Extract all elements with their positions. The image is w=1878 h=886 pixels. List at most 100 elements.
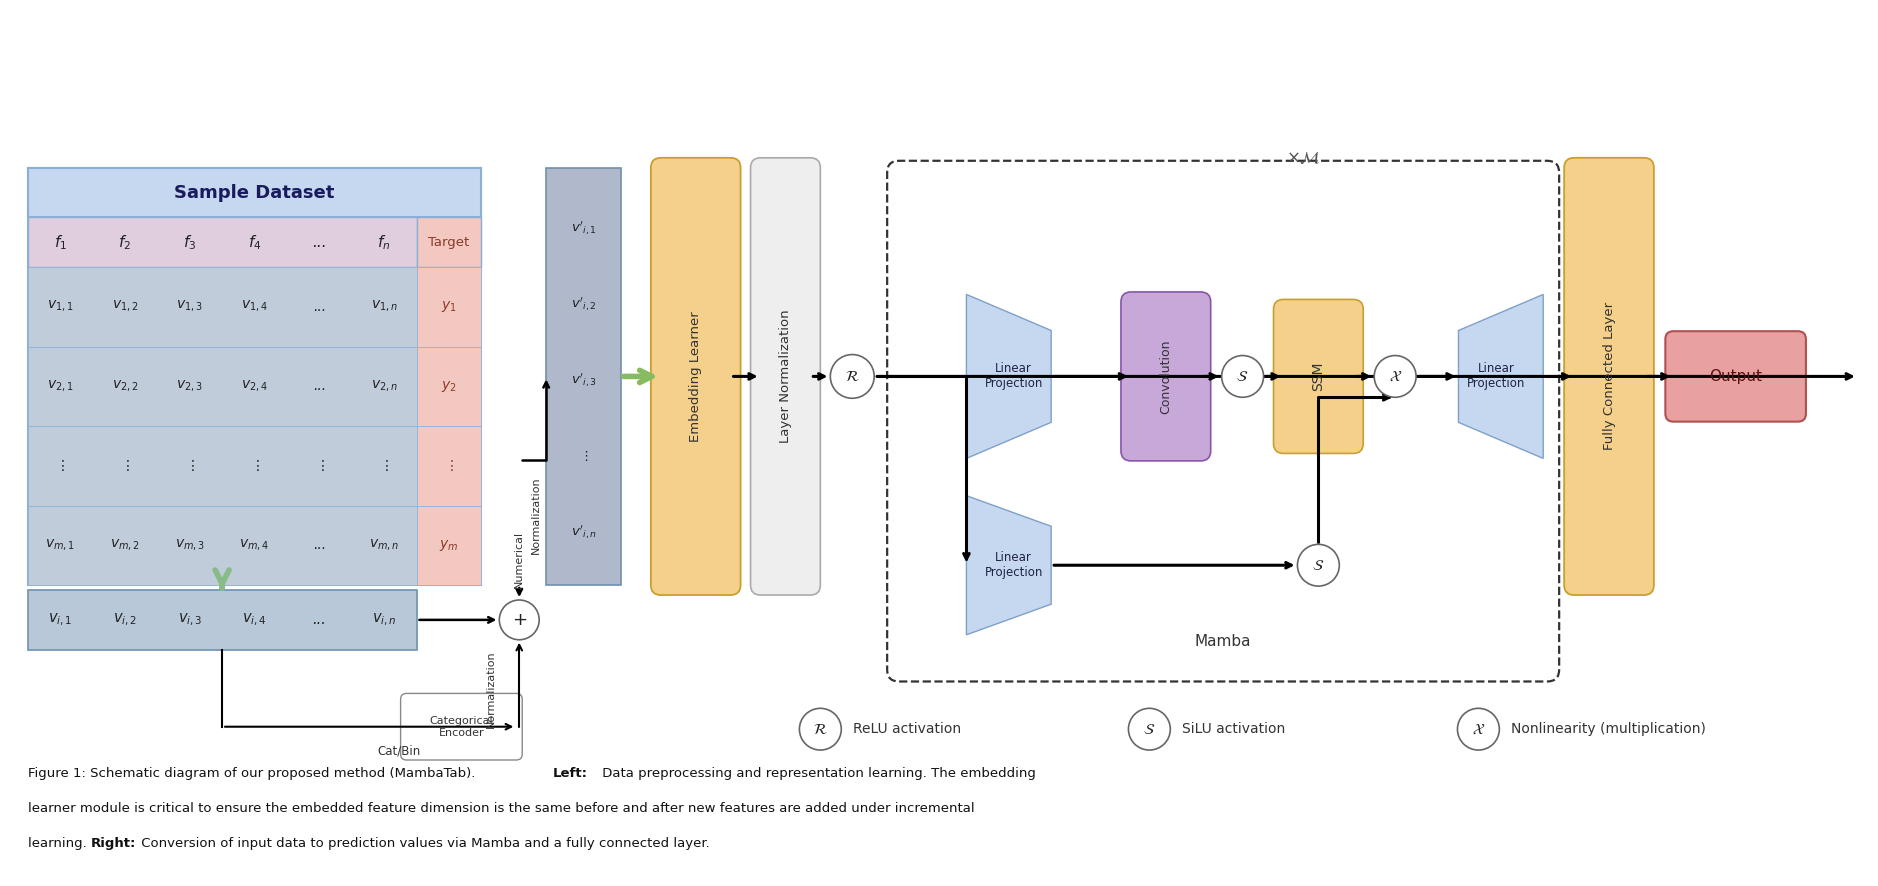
Bar <box>28 506 417 585</box>
Bar <box>28 267 417 346</box>
Text: Mamba: Mamba <box>1194 634 1251 649</box>
Text: $v_{i,n}$: $v_{i,n}$ <box>372 611 396 628</box>
Bar <box>546 167 622 585</box>
Text: $f_n$: $f_n$ <box>377 233 391 252</box>
Text: $f_3$: $f_3$ <box>182 233 197 252</box>
Text: $v_{2,n}$: $v_{2,n}$ <box>370 379 398 394</box>
Text: Sample Dataset: Sample Dataset <box>175 183 334 202</box>
Text: Left:: Left: <box>554 767 588 781</box>
Text: $\vdots$: $\vdots$ <box>184 458 195 473</box>
Text: Convolution: Convolution <box>1159 339 1172 414</box>
Text: Target: Target <box>428 236 470 249</box>
Bar <box>28 167 481 217</box>
Text: Right:: Right: <box>90 837 135 850</box>
Text: $v_{1,4}$: $v_{1,4}$ <box>240 299 269 315</box>
Text: $\mathcal{X}$: $\mathcal{X}$ <box>1388 369 1401 384</box>
Text: $v_{m,n}$: $v_{m,n}$ <box>370 538 400 553</box>
Text: Layer Normalization: Layer Normalization <box>779 309 793 443</box>
Text: SSM: SSM <box>1311 361 1326 392</box>
FancyBboxPatch shape <box>1564 158 1655 595</box>
Circle shape <box>500 600 539 640</box>
Text: $v_{m,2}$: $v_{m,2}$ <box>111 538 139 553</box>
Text: $v'_{i,1}$: $v'_{i,1}$ <box>571 220 597 237</box>
Text: $v_{1,1}$: $v_{1,1}$ <box>47 299 73 315</box>
Text: ...: ... <box>314 299 327 314</box>
Text: Nonlinearity (multiplication): Nonlinearity (multiplication) <box>1512 722 1707 736</box>
Text: ...: ... <box>312 235 327 250</box>
FancyBboxPatch shape <box>1121 292 1211 461</box>
Bar <box>28 217 417 267</box>
Text: $v'_{i,n}$: $v'_{i,n}$ <box>571 523 597 541</box>
Circle shape <box>1129 708 1170 750</box>
Text: $\vdots$: $\vdots$ <box>443 458 454 473</box>
Text: $\times\mathcal{M}$: $\times\mathcal{M}$ <box>1286 149 1320 167</box>
Text: $\vdots$: $\vdots$ <box>54 458 66 473</box>
Text: $f_4$: $f_4$ <box>248 233 261 252</box>
Text: ReLU activation: ReLU activation <box>853 722 962 736</box>
FancyBboxPatch shape <box>1273 299 1363 454</box>
Text: ...: ... <box>314 379 327 393</box>
Text: $v_{2,4}$: $v_{2,4}$ <box>240 379 269 394</box>
FancyBboxPatch shape <box>652 158 740 595</box>
Text: $\mathcal{S}$: $\mathcal{S}$ <box>1236 369 1249 384</box>
Text: $v_{i,4}$: $v_{i,4}$ <box>242 611 267 628</box>
Text: $v_{1,2}$: $v_{1,2}$ <box>111 299 139 315</box>
Text: learning.: learning. <box>28 837 90 850</box>
Text: $v_{m,3}$: $v_{m,3}$ <box>175 538 205 553</box>
Bar <box>417 217 481 267</box>
Text: Linear
Projection: Linear Projection <box>984 551 1042 579</box>
Text: $v'_{i,2}$: $v'_{i,2}$ <box>571 295 597 314</box>
Text: Conversion of input data to prediction values via Mamba and a fully connected la: Conversion of input data to prediction v… <box>137 837 710 850</box>
Text: $y_1$: $y_1$ <box>441 299 456 315</box>
Text: $y_m$: $y_m$ <box>439 538 458 553</box>
Text: +: + <box>511 610 528 629</box>
Text: $\vdots$: $\vdots$ <box>314 458 325 473</box>
Text: $\vdots$: $\vdots$ <box>379 458 389 473</box>
Circle shape <box>1375 355 1416 397</box>
Text: Cat/Bin: Cat/Bin <box>377 744 421 758</box>
Text: $\mathcal{R}$: $\mathcal{R}$ <box>813 722 828 736</box>
Text: Fully Connected Layer: Fully Connected Layer <box>1602 302 1615 450</box>
Text: $v_{m,1}$: $v_{m,1}$ <box>45 538 75 553</box>
Text: Linear
Projection: Linear Projection <box>1467 362 1525 391</box>
Bar <box>417 346 481 426</box>
Text: $\mathcal{S}$: $\mathcal{S}$ <box>1144 722 1155 736</box>
Text: SiLU activation: SiLU activation <box>1183 722 1286 736</box>
Text: $\vdots$: $\vdots$ <box>578 449 588 463</box>
Text: $v'_{i,3}$: $v'_{i,3}$ <box>571 371 597 389</box>
Text: $f_1$: $f_1$ <box>54 233 66 252</box>
Text: $v_{2,2}$: $v_{2,2}$ <box>111 379 139 394</box>
Text: $\vdots$: $\vdots$ <box>120 458 130 473</box>
Text: $y_2$: $y_2$ <box>441 379 456 394</box>
Bar <box>417 506 481 585</box>
Text: $\mathcal{S}$: $\mathcal{S}$ <box>1313 557 1324 572</box>
Circle shape <box>800 708 841 750</box>
Text: $v_{i,1}$: $v_{i,1}$ <box>49 611 71 628</box>
Text: Normalization: Normalization <box>486 650 496 728</box>
Bar <box>28 426 417 506</box>
Polygon shape <box>967 294 1052 458</box>
Text: $\vdots$: $\vdots$ <box>250 458 259 473</box>
Bar <box>28 346 417 426</box>
Text: ...: ... <box>314 539 327 552</box>
FancyBboxPatch shape <box>400 694 522 760</box>
Text: Output: Output <box>1709 369 1762 384</box>
Text: $f_2$: $f_2$ <box>118 233 131 252</box>
Text: Data preprocessing and representation learning. The embedding: Data preprocessing and representation le… <box>597 767 1037 781</box>
Text: $v_{1,3}$: $v_{1,3}$ <box>177 299 203 315</box>
Text: $\mathcal{R}$: $\mathcal{R}$ <box>845 369 860 384</box>
FancyBboxPatch shape <box>1666 331 1807 422</box>
Bar <box>417 267 481 346</box>
Text: $v_{2,1}$: $v_{2,1}$ <box>47 379 73 394</box>
Bar <box>28 590 417 649</box>
Text: $v_{m,4}$: $v_{m,4}$ <box>239 538 270 553</box>
Text: Normalization: Normalization <box>531 477 541 555</box>
Circle shape <box>1457 708 1499 750</box>
Circle shape <box>830 354 873 399</box>
Text: Linear
Projection: Linear Projection <box>984 362 1042 391</box>
Text: Categorical
Encoder: Categorical Encoder <box>430 716 494 737</box>
Text: $v_{2,3}$: $v_{2,3}$ <box>177 379 203 394</box>
Circle shape <box>1298 544 1339 587</box>
Text: ...: ... <box>312 612 327 627</box>
Text: Embedding Learner: Embedding Learner <box>689 311 702 442</box>
